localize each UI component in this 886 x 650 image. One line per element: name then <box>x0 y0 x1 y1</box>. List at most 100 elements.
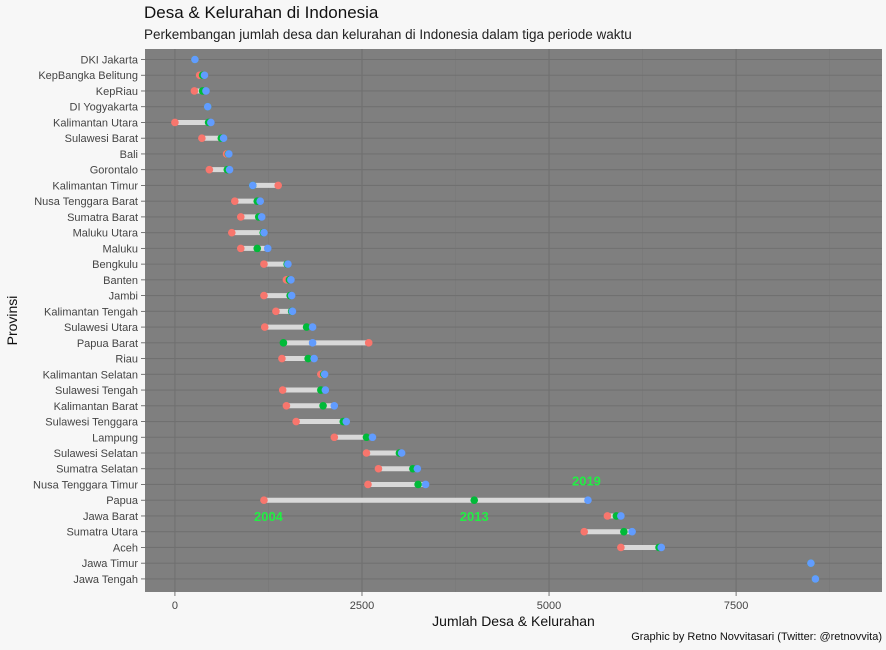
point-2004 <box>374 464 383 473</box>
y-tick-label: Papua Barat <box>77 338 138 350</box>
y-tick-label: Lampung <box>92 432 138 444</box>
y-tick-label: Riau <box>115 354 138 366</box>
point-2004 <box>603 512 612 520</box>
point-2004 <box>236 244 245 253</box>
y-tick-labels: DKI Jakarta KepBangka Belitung KepRiau DI Y… <box>33 55 145 586</box>
point-2004 <box>227 228 236 237</box>
point-2004 <box>282 401 291 410</box>
x-tick-label: 0 <box>172 600 178 612</box>
point-2019 <box>284 260 292 268</box>
y-tick-label: Kalimantan Barat <box>54 401 138 413</box>
x-axis-label: Jumlah Desa & Kelurahan <box>432 613 595 629</box>
annotation-label: 2013 <box>460 509 489 524</box>
point-2019 <box>321 386 330 394</box>
point-2004 <box>272 307 280 316</box>
point-2013 <box>414 480 422 489</box>
point-2019 <box>263 244 272 253</box>
point-2019 <box>260 228 268 237</box>
point-2013 <box>620 527 628 536</box>
y-tick-label: Nusa Tenggara Barat <box>34 196 138 208</box>
point-2019 <box>203 102 212 111</box>
x-tick-label: 5000 <box>537 600 561 612</box>
y-tick-label: Sumatra Selatan <box>56 464 138 476</box>
point-2019 <box>207 118 215 127</box>
point-2019 <box>397 449 406 457</box>
y-tick-label: Papua <box>106 495 139 507</box>
point-2004 <box>190 87 199 95</box>
point-2019 <box>248 181 257 190</box>
annotations: 2004 2013 2019 <box>254 473 601 523</box>
point-2013 <box>302 323 311 331</box>
y-tick-label: Jawa Tengah <box>73 574 138 586</box>
caption: Graphic by Retno Novvitasari (Twitter: @… <box>631 631 882 643</box>
point-2019 <box>413 464 422 473</box>
y-tick-label: Maluku <box>103 243 138 255</box>
point-2013 <box>470 496 479 505</box>
point-2019 <box>257 213 266 221</box>
y-axis-label: Provinsi <box>4 296 20 346</box>
point-2004 <box>198 134 206 142</box>
point-2013 <box>304 354 312 363</box>
point-2013 <box>319 401 327 410</box>
point-2004 <box>171 118 179 127</box>
chart-subtitle: Perkembangan jumlah desa dan kelurahan d… <box>144 27 632 42</box>
point-2019 <box>368 433 377 442</box>
point-2019 <box>657 543 666 552</box>
point-2004 <box>362 449 371 457</box>
y-tick-label: Sulawesi Tenggara <box>45 417 139 429</box>
y-tick-label: Kalimantan Timur <box>52 180 138 192</box>
point-2004 <box>617 543 625 552</box>
point-2019 <box>256 197 265 205</box>
point-2019 <box>330 401 339 410</box>
chart-title: Desa & Kelurahan di Indonesia <box>144 3 379 22</box>
point-2004 <box>292 417 300 426</box>
point-2013 <box>362 433 371 442</box>
x-tick-label: 2500 <box>350 600 374 612</box>
point-2019 <box>310 354 318 363</box>
y-tick-label: Gorontalo <box>90 165 138 177</box>
y-tick-label: Maluku Utara <box>73 228 139 240</box>
y-tick-label: Kalimantan Utara <box>53 117 139 129</box>
y-tick-label: DKI Jakarta <box>81 55 139 67</box>
point-2004 <box>364 480 372 489</box>
point-2019 <box>287 276 295 284</box>
y-tick-label: KepRiau <box>96 86 138 98</box>
y-tick-label: Kalimantan Tengah <box>44 306 138 318</box>
point-2004 <box>205 165 214 174</box>
point-2019 <box>342 417 351 426</box>
y-tick-label: Bengkulu <box>92 259 138 271</box>
y-tick-label: KepBangka Belitung <box>38 70 138 82</box>
y-tick-label: Jawa Barat <box>83 511 138 523</box>
x-tick-label: 7500 <box>724 600 748 612</box>
y-tick-label: Nusa Tenggara Timur <box>33 479 138 491</box>
data-points <box>171 55 820 583</box>
point-2004 <box>278 386 287 394</box>
point-2019 <box>320 370 329 379</box>
point-2004 <box>260 323 269 331</box>
y-tick-label: DI Yogyakarta <box>70 102 139 114</box>
y-tick-label: Jawa Timur <box>82 558 139 570</box>
point-2019 <box>308 323 317 331</box>
y-tick-label: Sulawesi Barat <box>65 133 138 145</box>
point-2004 <box>364 339 373 347</box>
y-tick-label: Sulawesi Selatan <box>54 448 138 460</box>
point-2019 <box>308 339 317 347</box>
point-2019 <box>807 559 815 567</box>
point-2019 <box>617 512 625 520</box>
x-tick-labels: 0 2500 5000 7500 <box>172 592 748 612</box>
y-tick-label: Banten <box>103 275 138 287</box>
point-2019 <box>200 71 209 80</box>
point-2013 <box>279 339 288 347</box>
y-tick-label: Sumatra Utara <box>66 527 138 539</box>
point-2019 <box>288 307 297 316</box>
point-2004 <box>260 291 268 300</box>
point-2019 <box>287 291 296 300</box>
point-2019 <box>584 496 592 505</box>
annotation-label: 2019 <box>572 473 601 488</box>
y-tick-label: Bali <box>120 149 138 161</box>
y-tick-label: Jambi <box>109 291 138 303</box>
point-2019 <box>225 165 234 174</box>
y-tick-label: Kalimantan Selatan <box>43 369 138 381</box>
point-2004 <box>236 213 245 221</box>
